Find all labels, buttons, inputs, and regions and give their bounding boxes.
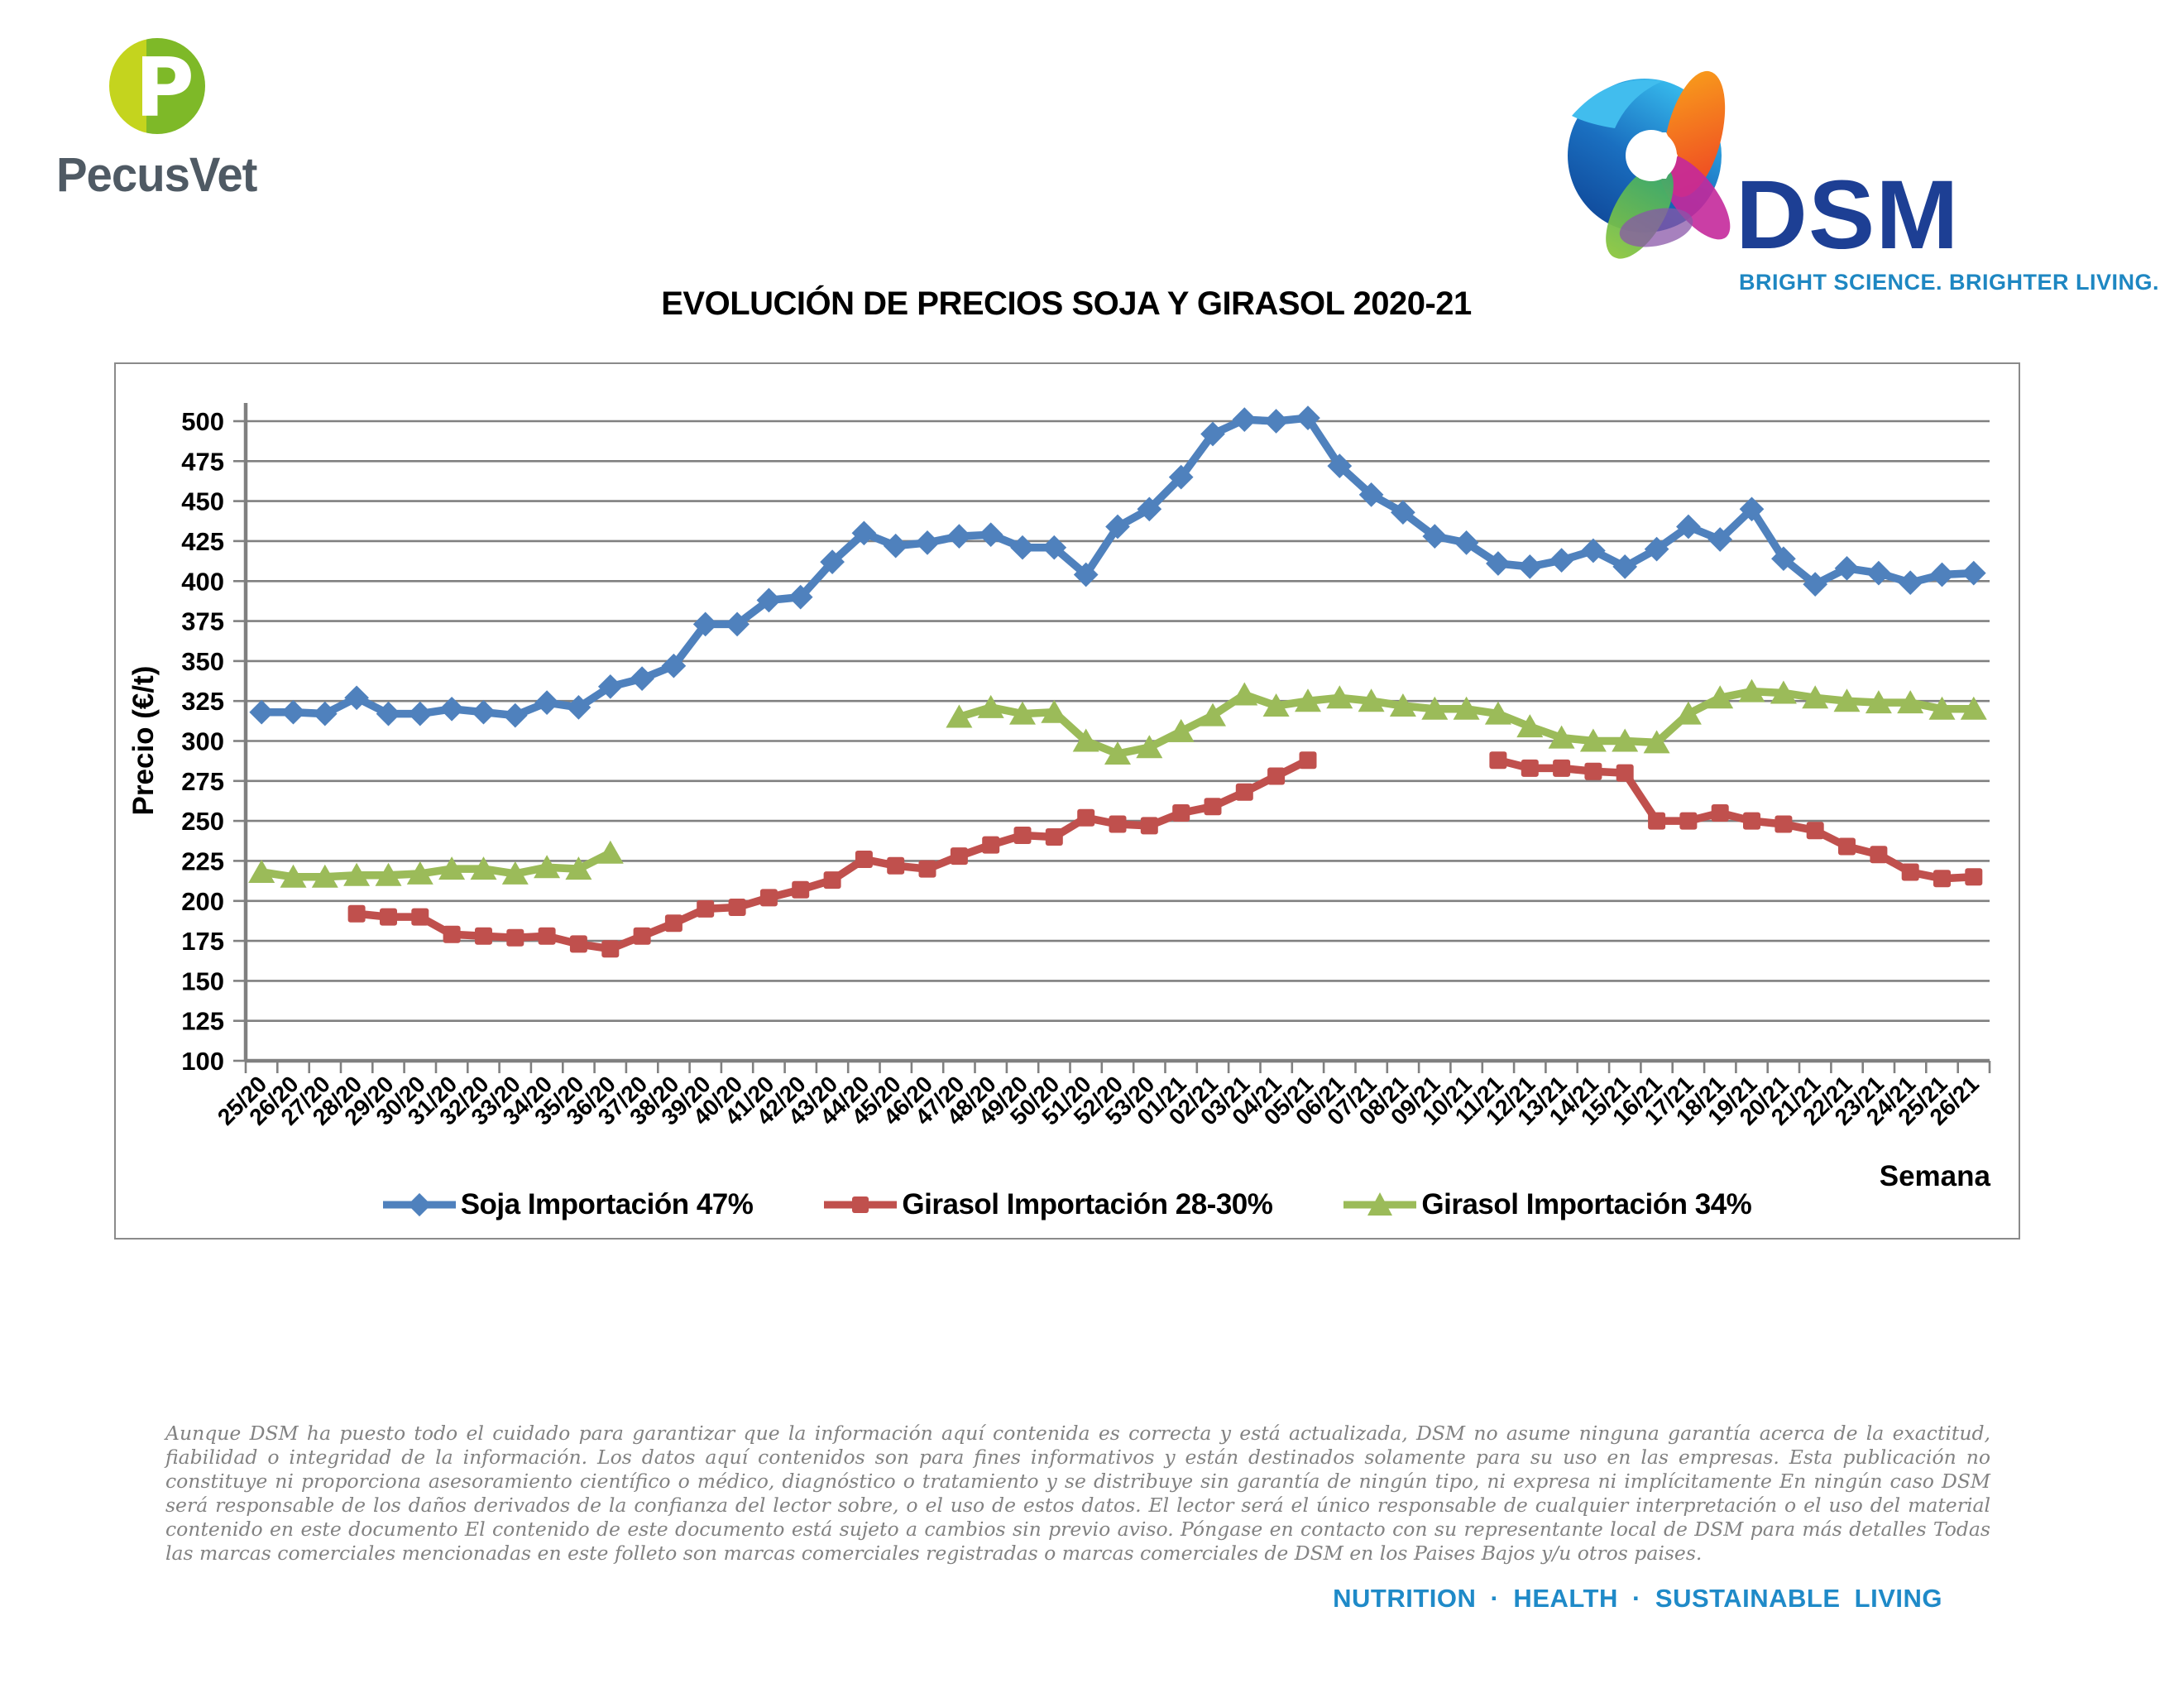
- pecusvet-logo: P PecusVet: [56, 31, 329, 209]
- disclaimer-text: Aunque DSM ha puesto todo el cuidado par…: [165, 1422, 1990, 1565]
- legend-item-girasol-28-30: Girasol Importación 28-30%: [824, 1188, 1273, 1221]
- legend-label: Soja Importación 47%: [460, 1188, 754, 1220]
- y-axis-title: Precio (€/t): [127, 665, 160, 816]
- svg-text:500: 500: [181, 407, 224, 436]
- legend-diamond-marker-icon: [382, 1192, 456, 1217]
- svg-text:100: 100: [181, 1047, 224, 1076]
- legend-label: Girasol Importación 28-30%: [902, 1188, 1273, 1220]
- chart-frame: 100 125 150 175 200 225 250 275 300 325 350 375 400 4…: [114, 362, 2020, 1240]
- svg-text:400: 400: [181, 567, 224, 596]
- dsm-tagline: BRIGHT SCIENCE. BRIGHTER LIVING.: [1739, 270, 2160, 295]
- legend-item-girasol-34: Girasol Importación 34%: [1343, 1188, 1752, 1221]
- legend-item-soja-47: Soja Importación 47%: [382, 1188, 754, 1221]
- svg-text:375: 375: [181, 607, 224, 636]
- dsm-wordmark: DSM: [1736, 161, 1960, 270]
- svg-text:250: 250: [181, 807, 224, 836]
- svg-text:P: P: [135, 41, 194, 136]
- legend-square-marker-icon: [824, 1196, 898, 1213]
- svg-text:425: 425: [181, 527, 224, 556]
- pecusvet-wordmark: PecusVet: [56, 148, 257, 202]
- price-evolution-line-chart: 100 125 150 175 200 225 250 275 300 325 350 375 400 4…: [181, 403, 1991, 1130]
- svg-text:200: 200: [181, 887, 224, 916]
- svg-text:175: 175: [181, 927, 224, 956]
- svg-text:275: 275: [181, 767, 224, 796]
- svg-text:125: 125: [181, 1007, 224, 1036]
- legend-label: Girasol Importación 34%: [1421, 1188, 1752, 1220]
- svg-text:450: 450: [181, 487, 224, 516]
- svg-text:325: 325: [181, 687, 224, 716]
- legend-triangle-marker-icon: [1343, 1192, 1417, 1216]
- svg-text:225: 225: [181, 846, 224, 875]
- svg-text:350: 350: [181, 647, 224, 676]
- dsm-logo: DSM BRIGHT SCIENCE. BRIGHTER LIVING.: [1564, 58, 2159, 306]
- chart-legend: Soja Importación 47% Girasol Importación …: [116, 1188, 2019, 1221]
- chart-title: EVOLUCIÓN DE PRECIOS SOJA Y GIRASOL 2020…: [661, 285, 1472, 322]
- dsm-swirl-icon: [1568, 70, 1731, 259]
- x-axis-title: Semana: [1879, 1160, 1990, 1192]
- svg-text:475: 475: [181, 447, 224, 476]
- svg-text:150: 150: [181, 966, 224, 995]
- pecusvet-logo-icon: P: [109, 38, 205, 136]
- svg-text:300: 300: [181, 727, 224, 756]
- dsm-motto: NUTRITION · HEALTH · SUSTAINABLE LIVING: [1333, 1584, 1942, 1613]
